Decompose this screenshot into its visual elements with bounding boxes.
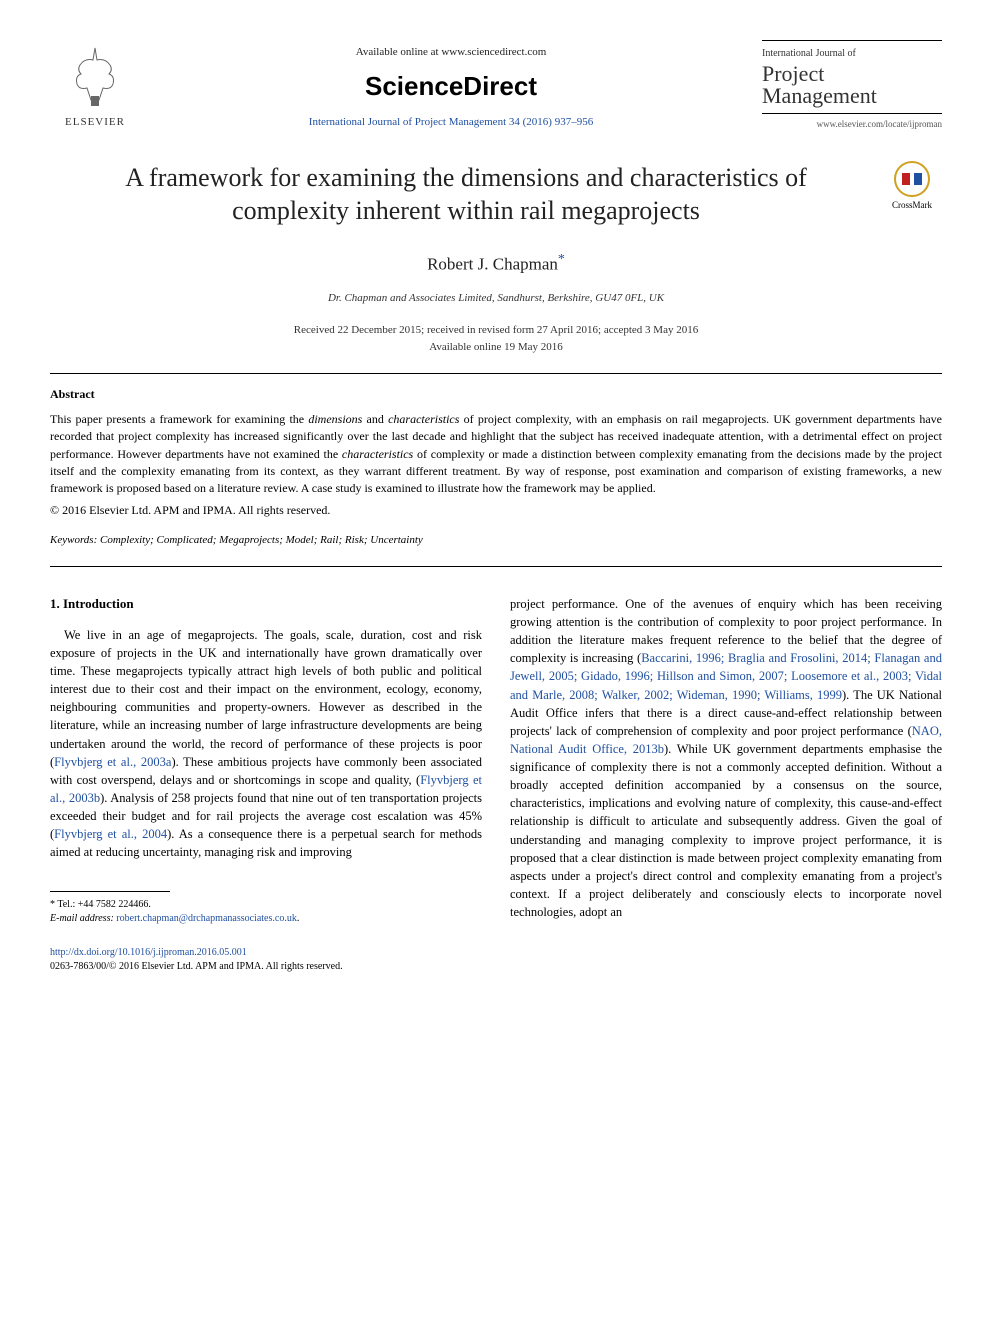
corresponding-author-footnote: * Tel.: +44 7582 224466. E-mail address:… bbox=[50, 898, 482, 926]
author-corresponding-marker[interactable]: * bbox=[558, 252, 565, 267]
footnote-tel: * Tel.: +44 7582 224466. bbox=[50, 898, 482, 912]
body-text: We live in an age of megaprojects. The g… bbox=[50, 628, 482, 769]
journal-url[interactable]: www.elsevier.com/locate/ijproman bbox=[762, 118, 942, 131]
citation-ref[interactable]: Flyvbjerg et al., 2004 bbox=[54, 827, 167, 841]
citation-ref[interactable]: Flyvbjerg et al., 2003a bbox=[54, 755, 171, 769]
affiliation: Dr. Chapman and Associates Limited, Sand… bbox=[50, 291, 942, 306]
issn-copyright: 0263-7863/00/© 2016 Elsevier Ltd. APM an… bbox=[50, 960, 942, 974]
footnote-tel-value: +44 7582 224466. bbox=[78, 899, 151, 910]
body-text: ). While UK government departments empha… bbox=[510, 742, 942, 919]
article-dates: Received 22 December 2015; received in r… bbox=[50, 322, 942, 355]
footnote-separator bbox=[50, 891, 170, 892]
doi-link[interactable]: http://dx.doi.org/10.1016/j.ijproman.201… bbox=[50, 946, 942, 960]
abstract-text-part: and bbox=[362, 412, 388, 426]
publisher-logo-block: ELSEVIER bbox=[50, 40, 140, 131]
journal-title-line1: Project bbox=[762, 63, 942, 85]
available-online-text: Available online at www.sciencedirect.co… bbox=[140, 45, 762, 60]
footnote-tel-label: * Tel.: bbox=[50, 899, 78, 910]
body-paragraph: project performance. One of the avenues … bbox=[510, 595, 942, 921]
article-title: A framework for examining the dimensions… bbox=[50, 161, 882, 229]
abstract-em: characteristics bbox=[388, 412, 459, 426]
title-row: A framework for examining the dimensions… bbox=[50, 161, 942, 229]
sciencedirect-logo: ScienceDirect bbox=[140, 68, 762, 104]
abstract-copyright: © 2016 Elsevier Ltd. APM and IPMA. All r… bbox=[50, 502, 942, 519]
publisher-name: ELSEVIER bbox=[50, 115, 140, 130]
keywords-values: Complexity; Complicated; Megaprojects; M… bbox=[100, 534, 423, 546]
journal-supertitle: International Journal of bbox=[762, 47, 942, 61]
journal-block: International Journal of Project Managem… bbox=[762, 40, 942, 114]
section-heading: 1. Introduction bbox=[50, 595, 482, 614]
abstract-em: characteristics bbox=[342, 447, 413, 461]
dates-received: Received 22 December 2015; received in r… bbox=[50, 322, 942, 339]
footnote-email-link[interactable]: robert.chapman@drchapmanassociates.co.uk bbox=[116, 913, 297, 924]
page: ELSEVIER Available online at www.science… bbox=[0, 0, 992, 1014]
abstract-heading: Abstract bbox=[50, 386, 942, 403]
dates-available: Available online 19 May 2016 bbox=[50, 339, 942, 356]
body-paragraph: We live in an age of megaprojects. The g… bbox=[50, 626, 482, 862]
footnote-email: E-mail address: robert.chapman@drchapman… bbox=[50, 912, 482, 926]
footnote-email-label: E-mail address: bbox=[50, 913, 116, 924]
abstract-em: dimensions bbox=[308, 412, 362, 426]
crossmark-label: CrossMark bbox=[892, 200, 932, 210]
center-header: Available online at www.sciencedirect.co… bbox=[140, 40, 762, 130]
keywords-label: Keywords: bbox=[50, 534, 97, 546]
divider bbox=[50, 566, 942, 567]
abstract-body: This paper presents a framework for exam… bbox=[50, 411, 942, 498]
citation[interactable]: International Journal of Project Managem… bbox=[140, 115, 762, 130]
journal-block-wrapper: International Journal of Project Managem… bbox=[762, 40, 942, 131]
column-right: project performance. One of the avenues … bbox=[510, 595, 942, 926]
author-line: Robert J. Chapman* bbox=[50, 250, 942, 276]
body-columns: 1. Introduction We live in an age of meg… bbox=[50, 595, 942, 926]
divider bbox=[50, 373, 942, 374]
abstract-text-part: This paper presents a framework for exam… bbox=[50, 412, 308, 426]
elsevier-tree-icon bbox=[65, 40, 125, 110]
journal-title-line2: Management bbox=[762, 85, 942, 107]
header: ELSEVIER Available online at www.science… bbox=[50, 40, 942, 131]
author-name: Robert J. Chapman bbox=[427, 255, 558, 274]
crossmark-badge[interactable]: CrossMark bbox=[882, 161, 942, 212]
keywords-line: Keywords: Complexity; Complicated; Megap… bbox=[50, 533, 942, 548]
page-footer: http://dx.doi.org/10.1016/j.ijproman.201… bbox=[50, 946, 942, 974]
column-left: 1. Introduction We live in an age of meg… bbox=[50, 595, 482, 926]
crossmark-icon bbox=[894, 161, 930, 197]
